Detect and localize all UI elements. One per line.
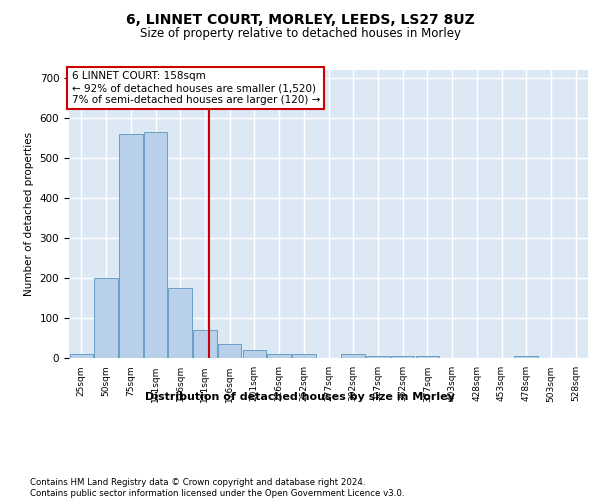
Bar [218, 344, 241, 357]
Y-axis label: Number of detached properties: Number of detached properties [24, 132, 34, 296]
Bar [94, 278, 118, 357]
Text: 6 LINNET COURT: 158sqm
← 92% of detached houses are smaller (1,520)
7% of semi-d: 6 LINNET COURT: 158sqm ← 92% of detached… [71, 72, 320, 104]
Bar [119, 134, 143, 358]
Bar [416, 356, 439, 358]
Bar [292, 354, 316, 358]
Bar [144, 132, 167, 358]
Bar [169, 288, 192, 358]
Bar [242, 350, 266, 358]
Bar [391, 356, 415, 358]
Bar [70, 354, 93, 358]
Bar [341, 354, 365, 358]
Bar [268, 354, 291, 358]
Text: Contains HM Land Registry data © Crown copyright and database right 2024.
Contai: Contains HM Land Registry data © Crown c… [30, 478, 404, 498]
Text: 6, LINNET COURT, MORLEY, LEEDS, LS27 8UZ: 6, LINNET COURT, MORLEY, LEEDS, LS27 8UZ [125, 12, 475, 26]
Bar [366, 356, 389, 358]
Bar [193, 330, 217, 357]
Text: Distribution of detached houses by size in Morley: Distribution of detached houses by size … [145, 392, 455, 402]
Bar [514, 356, 538, 358]
Text: Size of property relative to detached houses in Morley: Size of property relative to detached ho… [139, 28, 461, 40]
